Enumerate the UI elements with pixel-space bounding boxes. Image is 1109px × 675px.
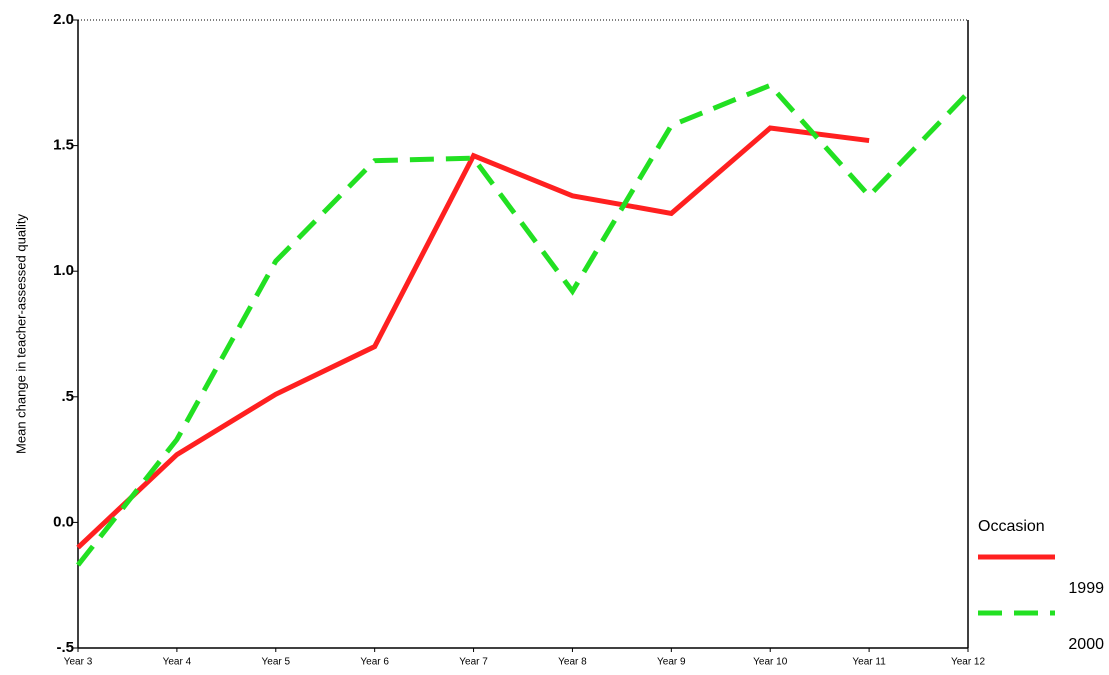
y-axis-label: Mean change in teacher-assessed quality <box>13 214 28 454</box>
x-tick-label: Year 8 <box>558 657 587 668</box>
x-tick-label: Year 11 <box>852 657 886 668</box>
x-tick-label: Year 7 <box>459 657 488 668</box>
x-tick-label: Year 6 <box>360 657 389 668</box>
x-tick-label: Year 5 <box>262 657 291 668</box>
x-tick-label: Year 3 <box>64 657 93 668</box>
legend-label: 1999 <box>1068 580 1104 597</box>
y-tick-label: .5 <box>61 388 74 405</box>
y-tick-label: 1.5 <box>53 137 74 154</box>
x-tick-label: Year 12 <box>951 657 986 668</box>
series-line <box>76 125 870 550</box>
x-tick-label: Year 4 <box>163 657 192 668</box>
y-tick-label: 2.0 <box>53 11 74 28</box>
y-tick-label: 0.0 <box>53 513 74 530</box>
x-tick-label: Year 9 <box>657 657 686 668</box>
legend-label: 2000 <box>1068 636 1104 653</box>
legend-title: Occasion <box>978 518 1045 535</box>
series-line <box>76 82 970 567</box>
y-tick-label: 1.0 <box>53 262 74 279</box>
y-tick-label: -.5 <box>56 639 74 656</box>
x-tick-label: Year 10 <box>753 657 788 668</box>
